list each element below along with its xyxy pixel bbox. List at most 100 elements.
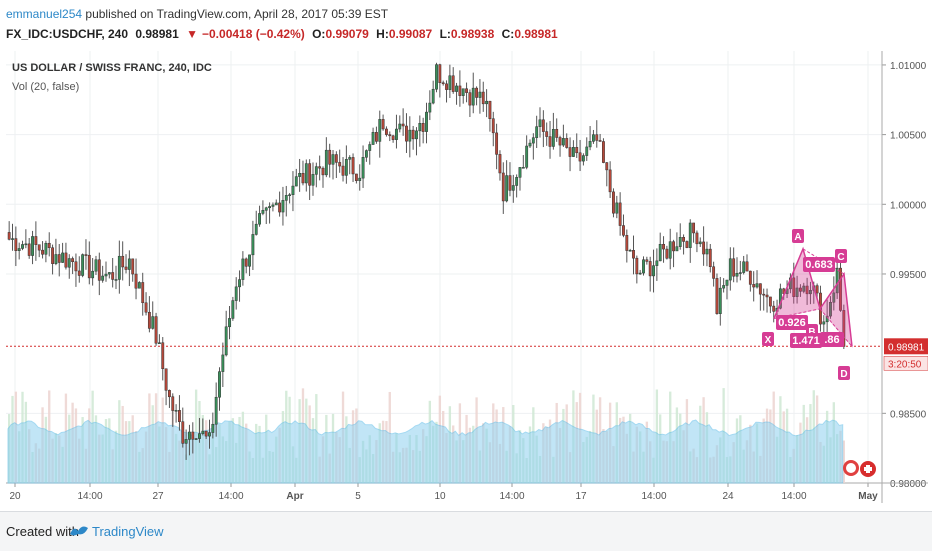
price-chart[interactable]: 1.01000 1.00500 1.00000 0.99500 0.98500 0.980…	[6, 51, 929, 511]
candle-body	[438, 64, 442, 84]
candle-body	[401, 123, 405, 127]
pattern-ratio-ac-bg	[803, 257, 835, 272]
candle-body	[765, 294, 769, 298]
candle-body	[14, 238, 18, 251]
candle-body	[34, 236, 38, 245]
candle-body	[288, 194, 292, 196]
candle-body	[351, 157, 355, 175]
candle-body	[191, 431, 195, 440]
candle-body	[231, 300, 235, 319]
pattern-ratio-ac: 0.683	[805, 259, 833, 271]
candle-body	[705, 248, 709, 255]
candle-body	[261, 210, 265, 214]
y-tick-label: 0.98000	[890, 479, 927, 490]
candle-body	[338, 162, 342, 167]
candle-body	[411, 129, 415, 140]
candle-body	[311, 174, 315, 186]
candle-body	[682, 237, 685, 242]
candle-body	[625, 235, 629, 251]
candle-body	[278, 202, 282, 213]
tradingview-logo-icon[interactable]	[68, 522, 90, 538]
candle-body	[214, 396, 218, 425]
countdown-label: 3:20:50	[888, 359, 922, 370]
candle-body	[758, 283, 762, 295]
candle-body	[495, 132, 499, 155]
x-tick-label: 14:00	[77, 491, 102, 502]
candle-body	[334, 154, 338, 163]
candle-body	[7, 232, 11, 240]
candle-body	[672, 241, 675, 252]
candle-body	[398, 123, 402, 130]
candle-body	[708, 248, 712, 267]
candle-body	[91, 270, 95, 279]
x-tick-label: 27	[152, 491, 164, 502]
candle-body	[104, 273, 108, 277]
y-tick-label: 1.00000	[890, 200, 927, 211]
candle-body	[531, 137, 535, 144]
symbol-line: FX_IDC:USDCHF, 240 0.98981 ▼ −0.00418 (−0…	[6, 27, 562, 41]
candle-body	[361, 157, 365, 179]
pattern-ratio-xb-bg	[776, 315, 808, 330]
candle-body	[241, 258, 245, 280]
candle-body	[198, 433, 201, 439]
candle-body	[268, 206, 272, 209]
candle-body	[298, 173, 302, 177]
candle-body	[755, 283, 759, 288]
candle-body	[354, 173, 358, 181]
candle-body	[101, 275, 105, 281]
candle-body	[665, 248, 669, 259]
author-link[interactable]: emmanuel254	[6, 7, 83, 21]
candle-body	[541, 119, 545, 132]
candle-body	[161, 342, 165, 370]
y-tick-label: 0.98500	[890, 409, 927, 420]
candle-body	[655, 260, 659, 266]
candle-body	[11, 238, 14, 240]
candle-body	[324, 149, 328, 176]
candle-body	[341, 165, 345, 176]
candle-body	[722, 285, 726, 289]
candle-body	[37, 244, 41, 251]
candle-body	[67, 258, 71, 268]
candle-body	[728, 258, 732, 281]
candle-body	[51, 247, 54, 264]
candle-body	[839, 267, 842, 311]
candle-body	[147, 311, 151, 329]
candle-body	[274, 202, 278, 206]
candle-body	[605, 162, 609, 171]
candle-body	[635, 257, 639, 275]
candle-body	[154, 316, 158, 344]
close-label: C:	[501, 27, 515, 41]
candle-body	[57, 254, 61, 263]
candle-body	[234, 286, 238, 301]
candle-body	[54, 254, 58, 264]
candle-body	[652, 265, 655, 277]
candle-body	[748, 270, 752, 285]
candle-body	[174, 410, 178, 412]
candle-body	[221, 354, 225, 372]
candle-body	[281, 200, 285, 213]
candle-body	[421, 123, 425, 132]
candle-body	[475, 87, 478, 98]
pattern-ratio-xb: 0.926	[778, 317, 806, 329]
candle-body	[685, 241, 689, 248]
candle-body	[742, 261, 746, 273]
candle-body	[535, 126, 539, 138]
candle-body	[595, 134, 599, 141]
pattern-ac-line	[802, 248, 845, 275]
candle-body	[612, 191, 615, 214]
pattern-ratio-bd-bg	[790, 333, 822, 348]
candle-body	[602, 141, 605, 163]
tradingview-link[interactable]: TradingView	[92, 524, 164, 539]
candle-body	[318, 166, 322, 169]
candle-body	[478, 91, 482, 98]
x-tick-label: May	[858, 491, 878, 502]
candle-body	[809, 290, 812, 295]
chart-area[interactable]: 1.01000 1.00500 1.00000 0.99500 0.98500 0.980…	[6, 51, 929, 511]
open-label: O:	[312, 27, 326, 41]
candle-body	[131, 258, 135, 275]
candle-body	[488, 100, 492, 119]
candle-body	[294, 176, 298, 187]
symbol-label[interactable]: FX_IDC:USDCHF, 240	[6, 27, 129, 41]
candle-body	[157, 342, 161, 344]
candle-body	[321, 167, 325, 176]
